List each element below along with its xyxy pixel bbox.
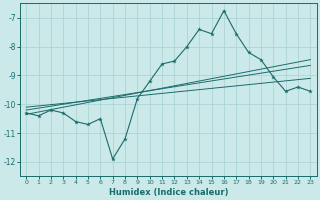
X-axis label: Humidex (Indice chaleur): Humidex (Indice chaleur) — [108, 188, 228, 197]
